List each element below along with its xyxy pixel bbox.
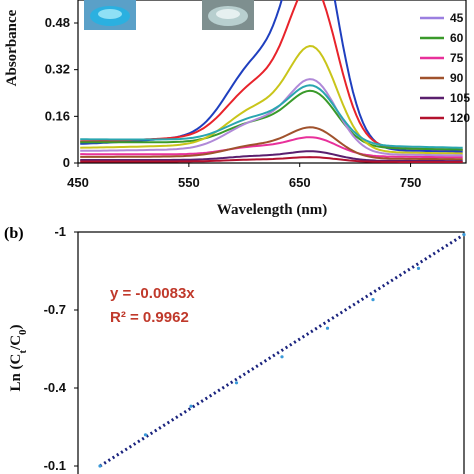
spectrum-line xyxy=(80,84,463,149)
y-tick-label: -0.4 xyxy=(44,380,67,395)
spectra-curves xyxy=(80,0,463,163)
data-point xyxy=(143,433,148,437)
spectrum-line xyxy=(80,126,463,161)
blue-vial-photo xyxy=(84,0,136,30)
y-tick-label: -0.7 xyxy=(44,302,66,317)
data-point xyxy=(462,233,466,237)
panel-b-y-ticks: -1 -0.7 -0.4 -0.1 xyxy=(44,224,78,473)
panel-a-frame xyxy=(77,0,467,164)
regression-equation: y = -0.0083x xyxy=(110,285,195,302)
trendline xyxy=(99,233,465,468)
legend-label: 45 xyxy=(450,11,464,25)
panel-b-frame xyxy=(77,231,465,474)
data-point xyxy=(371,298,375,302)
spectrum-line xyxy=(80,89,463,151)
data-point xyxy=(416,266,421,270)
legend-label: 60 xyxy=(450,31,464,45)
spectrum-line xyxy=(80,136,463,159)
spectrum-line xyxy=(80,150,463,163)
spectrum-line xyxy=(80,78,463,157)
y-tick-label: -1 xyxy=(54,224,66,239)
panel-b-y-axis-label: Ln (Ct/C0) xyxy=(8,324,29,391)
spectrum-line xyxy=(80,0,463,151)
spectra-legend: 45 60 75 90 105 120 xyxy=(420,11,470,125)
panel-b: (b) -1 -0.7 -0.4 -0.1 Ln (Ct/C0) y = -0.008… xyxy=(4,224,466,474)
data-point xyxy=(280,355,284,359)
x-tick-label: 550 xyxy=(178,175,200,190)
y-tick-label: 0.48 xyxy=(45,15,70,30)
legend-label: 120 xyxy=(450,111,470,125)
data-point xyxy=(234,381,239,385)
panel-a-x-axis-label: Wavelength (nm) xyxy=(217,202,327,218)
y-tick-label: 0 xyxy=(63,155,70,170)
panel-a-y-axis-label: Absorbance xyxy=(4,9,20,86)
spectrum-line xyxy=(80,44,463,155)
y-tick-label: -0.1 xyxy=(44,458,66,473)
x-tick-label: 750 xyxy=(400,175,422,190)
panel-a-x-ticks: 450 550 650 750 xyxy=(67,163,421,190)
x-tick-label: 450 xyxy=(67,175,89,190)
panel-a-y-ticks: 0 0.16 0.32 0.48 xyxy=(45,15,78,170)
r-squared-value: R² = 0.9962 xyxy=(110,309,189,326)
legend-label: 105 xyxy=(450,91,470,105)
y-tick-label: 0.32 xyxy=(45,62,70,77)
spectrum-line xyxy=(80,0,463,153)
legend-label: 90 xyxy=(450,71,464,85)
panel-b-label: (b) xyxy=(4,225,24,242)
data-point xyxy=(325,326,330,330)
legend-label: 75 xyxy=(450,51,464,65)
data-point xyxy=(98,464,102,468)
x-tick-label: 650 xyxy=(289,175,311,190)
y-tick-label: 0.16 xyxy=(45,108,70,123)
kinetics-plot xyxy=(98,233,466,468)
spectrum-line xyxy=(80,156,463,163)
data-point xyxy=(189,404,193,408)
clear-vial-photo xyxy=(202,0,254,30)
